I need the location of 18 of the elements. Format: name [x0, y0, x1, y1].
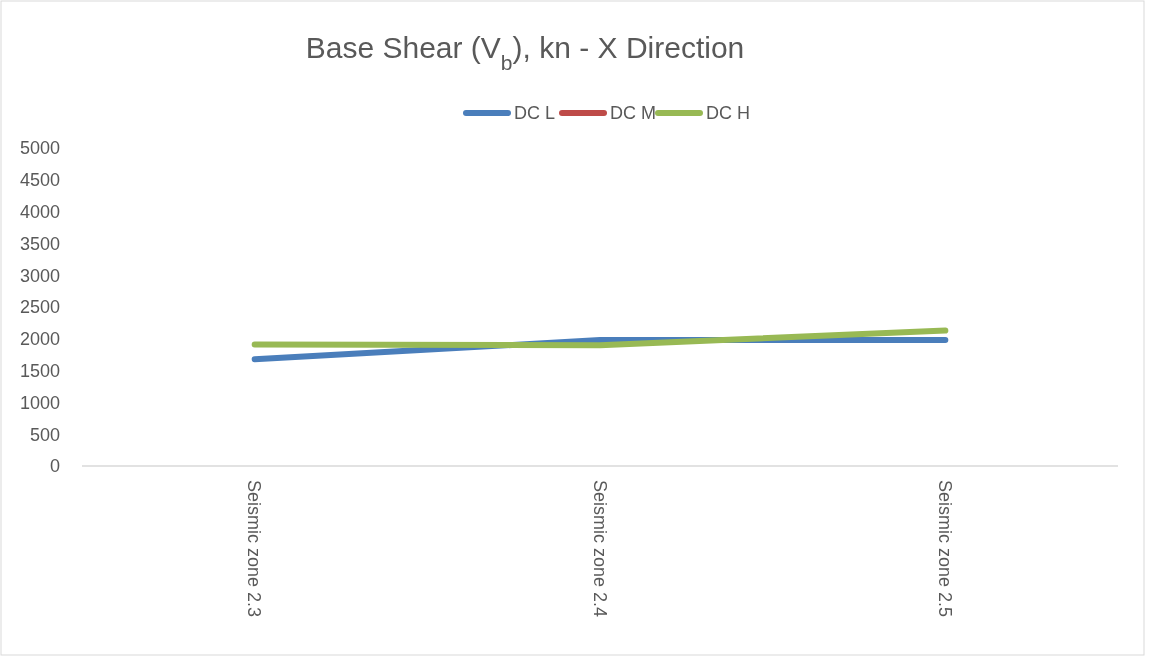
x-tick-label: Seismic zone 2.4	[589, 480, 610, 618]
y-tick-label: 4500	[19, 170, 60, 191]
y-tick-label: 1500	[19, 360, 60, 381]
y-tick-label: 3000	[19, 265, 60, 286]
x-tick-label: Seismic zone 2.3	[244, 480, 265, 618]
y-tick-label: 0	[49, 456, 60, 477]
legend-label: DC H	[706, 103, 750, 124]
y-tick-label: 1000	[19, 392, 60, 413]
y-tick-label: 5000	[19, 138, 60, 159]
y-tick-label: 4000	[19, 201, 60, 222]
legend-label: DC M	[610, 103, 656, 124]
y-tick-label: 2500	[19, 297, 60, 318]
x-tick-label: Seismic zone 2.5	[935, 480, 956, 618]
chart-title: Base Shear (V$_{b}$), kn - X Direction	[305, 31, 745, 74]
y-tick-label: 500	[29, 424, 60, 445]
y-tick-label: 2000	[19, 329, 60, 350]
legend-label: DC L	[514, 103, 556, 124]
y-tick-label: 3500	[19, 233, 60, 254]
